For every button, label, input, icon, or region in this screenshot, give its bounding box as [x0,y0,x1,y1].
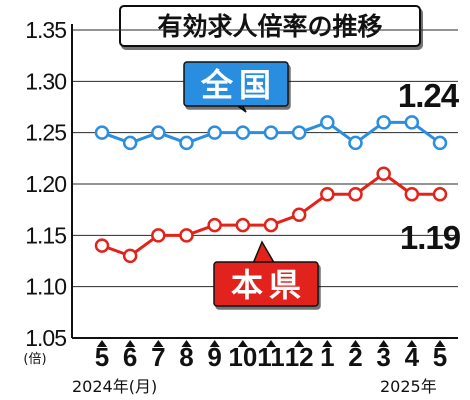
x-tick-label: 2 [348,342,362,372]
data-point-national [122,135,138,151]
data-point-national [151,125,166,140]
title-box [119,5,421,47]
series-label-national-text: 全国 [200,66,277,104]
end-label-prefecture: 1.19 [400,219,461,256]
data-point-national [94,125,110,140]
series-label-prefecture: 本県 [213,240,319,307]
y-tick-label: 1.35 [25,17,66,43]
x-tick-label: 9 [207,342,221,372]
x-tick-label: 5 [433,342,447,372]
x-tick-label: 7 [151,342,165,372]
chart-title: 有効求人倍率の推移 [119,5,421,47]
x-tick-marker [153,340,164,347]
data-point-prefecture [320,187,335,202]
x-tick-marker [322,340,333,347]
x-tick-label: 4 [405,342,420,372]
data-point-prefecture [291,207,307,223]
series-line-prefecture [101,172,440,258]
data-point-prefecture [432,187,448,202]
x-tick-label: 12 [285,342,314,372]
x-tick-marker [406,340,417,347]
y-tick-label: 1.05 [25,325,66,351]
data-point-national [263,125,279,140]
x-axis-ticks: 5 6 7 8 9 10 11 12 1 2 3 4 5 [95,340,447,372]
data-point-national [376,115,391,130]
x-tick-label: 1 [320,342,334,372]
x-tick-marker [266,340,276,347]
series-label-national-box [183,61,289,107]
data-point-prefecture [263,217,279,233]
x-tick-label: 3 [376,342,390,372]
y-tick-label: 1.25 [25,120,66,146]
x-tick-label: 5 [95,342,109,372]
x-tick-marker [435,340,445,347]
x-tick-label: 6 [123,342,137,372]
data-point-national [348,135,363,151]
x-tick-marker [237,340,248,347]
x-tick-marker [350,340,361,347]
x-tick-marker [294,340,305,347]
x-tick-marker [378,340,389,347]
series-label-prefecture-box [213,261,319,307]
data-point-prefecture [207,217,222,233]
series-label-prefecture-text: 本県 [231,266,307,304]
data-point-national [291,125,307,140]
x-tick-label: 8 [179,342,193,372]
data-point-national [432,135,448,151]
x-tick-marker [209,340,220,347]
x-tick-marker [125,340,136,347]
x-tick-marker [181,340,192,347]
y-tick-label: 1.20 [25,171,66,197]
y-tick-label: 1.30 [25,68,66,94]
x-tick-label: 10 [228,342,257,372]
data-point-prefecture [94,238,110,253]
end-label-national: 1.24 [398,77,460,114]
x-tick-marker [97,340,107,347]
y-tick-label: 1.10 [25,274,66,300]
data-point-national [320,115,335,130]
x-caption-start: 2024年(月) [72,377,157,396]
data-point-national [207,125,222,140]
data-point-prefecture [348,187,363,202]
x-caption-end: 2025年 [380,377,437,396]
series-label-national: 全国 [183,61,289,113]
series-layer [94,115,448,264]
data-point-prefecture [179,228,194,243]
data-point-prefecture [376,166,391,181]
data-point-prefecture [122,248,138,264]
title-text: 有効求人倍率の推移 [157,12,382,41]
y-tick-label: 1.15 [25,222,66,248]
data-point-national [235,125,251,140]
axes-frame [71,24,458,339]
y-axis-ticks: 1.35 1.30 1.25 1.20 1.15 1.10 1.05 [25,17,67,351]
data-point-prefecture [404,187,420,202]
data-point-national [404,115,420,130]
data-point-prefecture [235,217,251,233]
y-axis-unit: (倍) [23,352,46,367]
data-point-national [179,135,194,151]
data-point-prefecture [151,228,166,243]
x-tick-label: 11 [257,342,285,372]
